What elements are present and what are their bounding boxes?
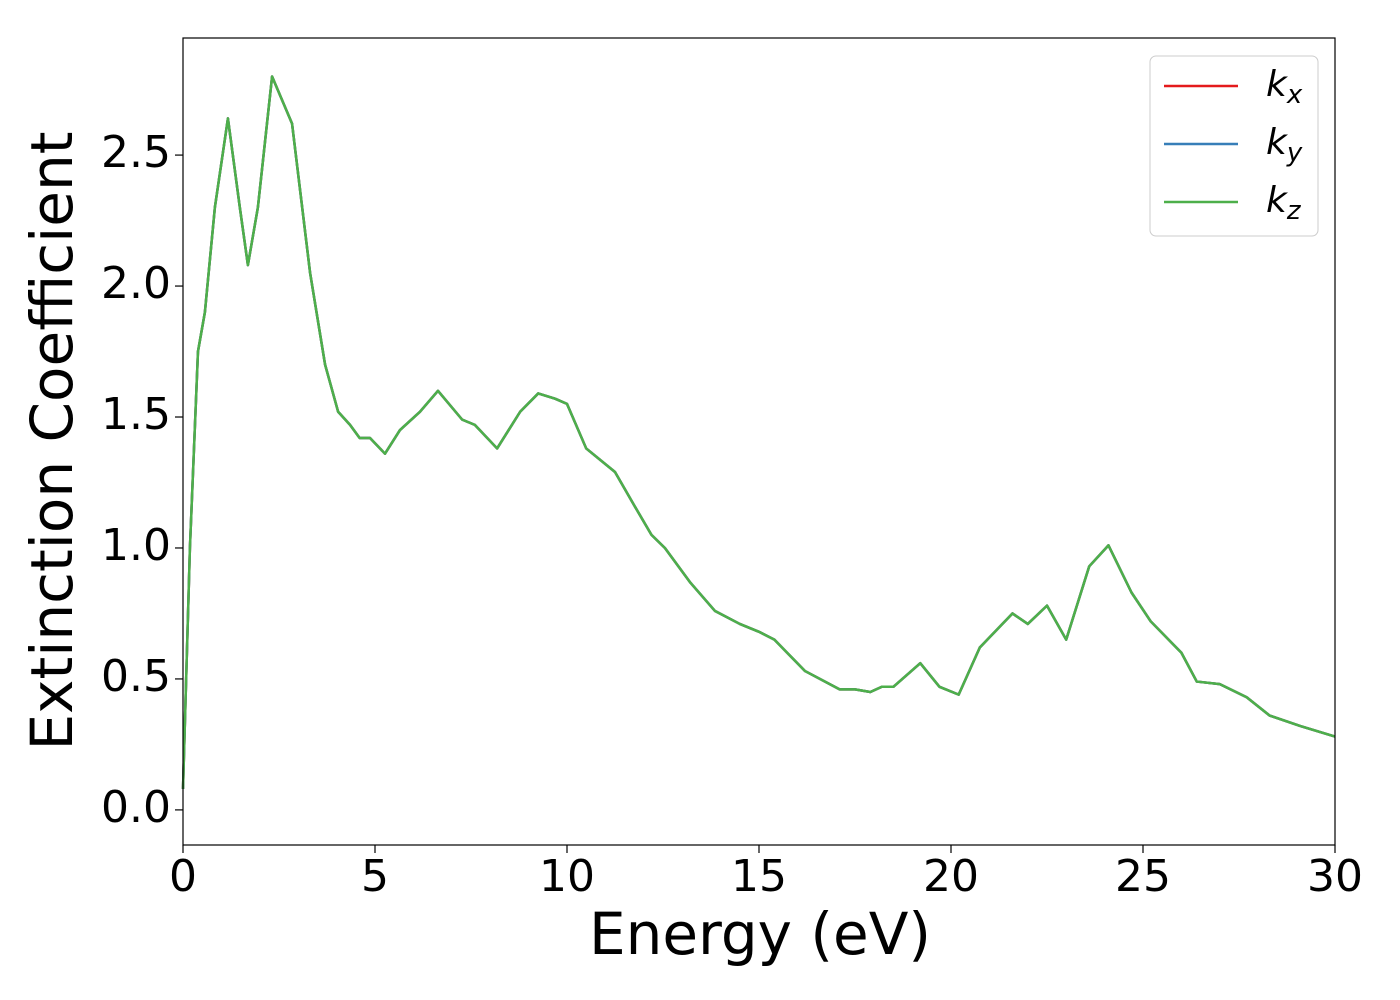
y-tick-label: 2.0: [101, 258, 171, 309]
y-tick-label: 1.0: [101, 520, 171, 571]
y-tick-label: 2.5: [101, 127, 171, 178]
x-tick-label: 30: [1307, 851, 1363, 902]
y-tick-label: 0.0: [101, 782, 171, 833]
x-tick-label: 20: [923, 851, 979, 902]
x-tick-label: 0: [169, 851, 197, 902]
x-tick-label: 10: [539, 851, 595, 902]
y-axis-label: Extinction Coefficient: [18, 132, 86, 751]
legend-label: kx: [1266, 64, 1303, 110]
series-line: [181, 75, 1336, 789]
y-tick-label: 0.5: [101, 651, 171, 702]
x-tick-label: 15: [731, 851, 787, 902]
legend-label: ky: [1266, 122, 1303, 168]
plot-frame: [182, 37, 1336, 846]
x-axis-label: Energy (eV): [589, 900, 931, 968]
y-tick-label: 1.5: [101, 389, 171, 440]
legend-label: kz: [1266, 180, 1302, 226]
x-tick-label: 5: [361, 851, 389, 902]
legend-box: [1149, 55, 1319, 237]
x-tick-label: 25: [1115, 851, 1171, 902]
